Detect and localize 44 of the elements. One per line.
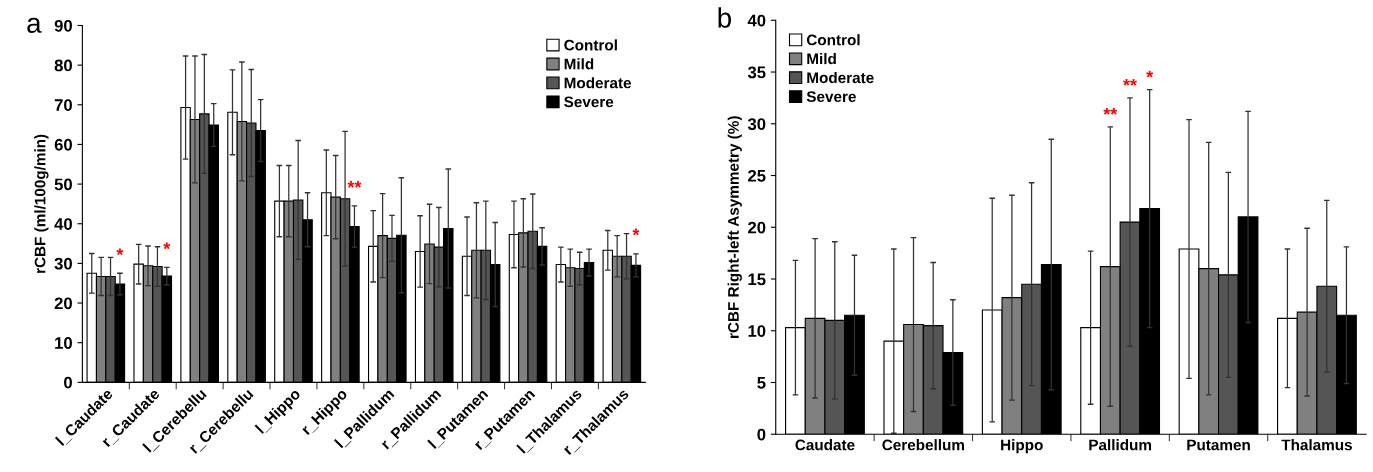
y-tick-label: 0 xyxy=(64,376,72,389)
x-tick-label: Putamen xyxy=(1187,439,1250,451)
y-tick-label: 10 xyxy=(748,325,766,337)
y-tick-label: 30 xyxy=(54,257,72,270)
annotation: * xyxy=(163,242,171,250)
annotation: ** xyxy=(1123,78,1137,86)
y-axis-title: rCBF Right-left Asymmetry (%) xyxy=(727,116,742,339)
legend-label: Mild xyxy=(564,58,594,70)
text: b xyxy=(718,7,731,28)
x-tick-label: Cerebellum xyxy=(882,439,964,451)
annotation: ** xyxy=(347,180,362,188)
legend-label: Moderate xyxy=(807,71,874,84)
x-tick-label: Hippo xyxy=(1001,439,1043,454)
y-tick-label: 40 xyxy=(54,218,72,230)
y-tick-label: 10 xyxy=(55,337,72,349)
y-tick-label: 15 xyxy=(748,273,766,286)
y-tick-label: 25 xyxy=(748,169,766,182)
x-tick-label: Caudate xyxy=(795,439,855,451)
y-tick-label: 80 xyxy=(54,59,72,72)
x-tick-label: Thalamus xyxy=(1281,439,1352,451)
legend-label: Severe xyxy=(806,91,856,103)
y-tick-label: 20 xyxy=(54,297,72,310)
legend-label: Control xyxy=(564,39,617,51)
y-tick-label: 90 xyxy=(54,19,72,32)
y-tick-label: 50 xyxy=(54,178,72,191)
y-tick-label: 60 xyxy=(54,138,72,151)
legend-label: Moderate xyxy=(564,77,632,89)
y-axis-title: rCBF (ml/100g/min) xyxy=(34,134,49,273)
text: a xyxy=(27,17,42,33)
y-tick-label: 5 xyxy=(757,377,766,389)
y-tick-label: 35 xyxy=(747,66,766,79)
legend-label: Mild xyxy=(807,53,836,65)
annotation: * xyxy=(632,228,640,236)
x-tick-label: Pallidum xyxy=(1089,439,1152,451)
y-tick-label: 70 xyxy=(54,99,72,111)
annotation: * xyxy=(116,248,124,256)
annotation: ** xyxy=(1103,107,1118,115)
annotation: * xyxy=(1146,70,1154,78)
legend-label: Severe xyxy=(564,96,614,108)
legend-label: Control xyxy=(806,34,860,46)
y-tick-label: 40 xyxy=(747,14,766,27)
y-tick-label: 30 xyxy=(747,118,766,131)
y-tick-label: 0 xyxy=(757,428,766,441)
y-tick-label: 20 xyxy=(748,221,766,234)
